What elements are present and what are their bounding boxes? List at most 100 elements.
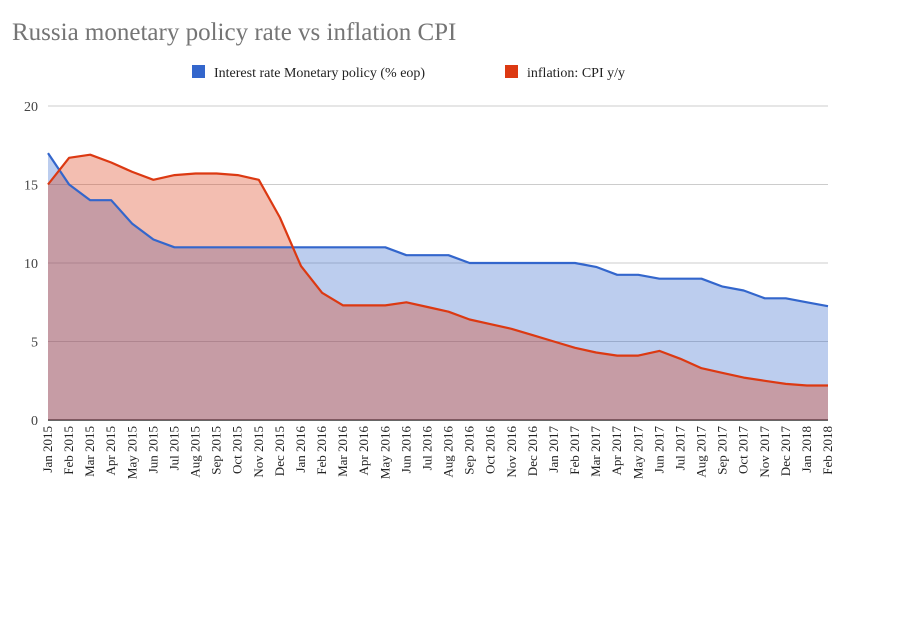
data-point-series-0 (722, 286, 724, 288)
area-series-1 (48, 154, 828, 420)
y-tick-label: 0 (31, 414, 38, 429)
data-point-series-1 (490, 323, 492, 325)
data-point-series-0 (701, 278, 703, 280)
data-point-series-1 (722, 372, 724, 374)
data-point-series-1 (258, 179, 260, 181)
x-tick-label: Jul 2016 (419, 426, 434, 471)
data-point-series-0 (785, 297, 787, 299)
data-point-series-1 (152, 179, 154, 181)
data-point-series-1 (658, 350, 660, 352)
data-point-series-1 (131, 171, 133, 173)
data-point-series-0 (152, 238, 154, 240)
x-tick-label: Feb 2015 (61, 426, 76, 475)
x-tick-label: Mar 2016 (335, 426, 350, 477)
chart-title: Russia monetary policy rate vs inflation… (12, 19, 456, 46)
x-tick-label: Dec 2017 (778, 426, 793, 477)
data-point-series-0 (237, 246, 239, 248)
data-point-series-0 (89, 199, 91, 201)
data-point-series-1 (553, 341, 555, 343)
data-point-series-1 (216, 173, 218, 175)
y-tick-label: 20 (24, 100, 38, 115)
data-point-series-0 (658, 278, 660, 280)
data-point-series-1 (321, 292, 323, 294)
data-point-series-0 (321, 246, 323, 248)
data-point-series-1 (384, 304, 386, 306)
data-point-series-0 (448, 254, 450, 256)
x-tick-label: Jun 2016 (398, 426, 413, 474)
data-point-series-1 (300, 265, 302, 267)
data-point-series-1 (764, 380, 766, 382)
x-tick-label: Feb 2017 (567, 426, 582, 475)
data-point-series-0 (47, 152, 49, 154)
x-tick-label: Jan 2016 (293, 426, 308, 473)
line-series-0 (47, 152, 829, 308)
x-tick-label: Jan 2018 (799, 426, 814, 473)
data-point-series-1 (426, 306, 428, 308)
data-point-series-1 (806, 384, 808, 386)
data-point-series-0 (595, 266, 597, 268)
data-point-series-0 (68, 184, 70, 186)
x-tick-label: May 2016 (377, 426, 392, 480)
data-point-series-1 (195, 173, 197, 175)
legend: Interest rate Monetary policy (% eop) in… (192, 65, 625, 81)
x-tick-label: Apr 2015 (103, 426, 118, 475)
x-tick-label: Nov 2017 (757, 426, 772, 478)
data-point-series-1 (616, 355, 618, 357)
data-point-series-1 (574, 347, 576, 349)
x-tick-label: Jan 2017 (546, 426, 561, 473)
x-tick-label: Aug 2017 (694, 426, 709, 478)
x-tick-label: Nov 2016 (504, 426, 519, 478)
x-tick-label: Sep 2017 (715, 426, 730, 475)
x-tick-label: Jun 2017 (651, 426, 666, 474)
data-point-series-1 (637, 355, 639, 357)
data-point-series-1 (679, 358, 681, 360)
data-point-series-0 (195, 246, 197, 248)
x-tick-label: Jun 2015 (145, 426, 160, 473)
data-point-series-0 (279, 246, 281, 248)
data-point-series-0 (426, 254, 428, 256)
data-point-series-0 (363, 246, 365, 248)
data-point-series-1 (785, 383, 787, 385)
data-point-series-0 (216, 246, 218, 248)
data-point-series-1 (743, 377, 745, 379)
data-point-series-0 (806, 301, 808, 303)
data-point-series-1 (363, 304, 365, 306)
y-tick-label: 15 (24, 179, 38, 194)
x-tick-label: May 2015 (124, 426, 139, 479)
data-point-series-0 (490, 262, 492, 264)
x-tick-label: Mar 2017 (588, 426, 603, 477)
data-point-series-0 (827, 305, 829, 307)
x-tick-label: Jul 2015 (166, 426, 181, 470)
data-point-series-0 (131, 223, 133, 225)
data-point-series-1 (405, 301, 407, 303)
data-point-series-1 (237, 174, 239, 176)
legend-swatch-interest-rate (192, 65, 205, 78)
data-point-series-0 (342, 246, 344, 248)
x-tick-label: Mar 2015 (82, 426, 97, 477)
legend-label-interest-rate: Interest rate Monetary policy (% eop) (214, 66, 425, 81)
data-point-series-0 (679, 278, 681, 280)
legend-swatch-inflation (505, 65, 518, 78)
data-point-series-0 (300, 246, 302, 248)
x-tick-label: Sep 2015 (209, 426, 224, 475)
x-tick-label: Oct 2017 (736, 426, 751, 475)
x-tick-label: Dec 2016 (525, 426, 540, 477)
data-point-series-1 (173, 174, 175, 176)
data-point-series-0 (553, 262, 555, 264)
data-point-series-0 (110, 199, 112, 201)
legend-label-inflation: inflation: CPI y/y (527, 66, 625, 81)
data-point-series-1 (532, 334, 534, 336)
data-point-series-0 (616, 274, 618, 276)
x-tick-label: Feb 2016 (314, 426, 329, 475)
y-tick-label: 10 (24, 257, 38, 272)
area-series-0 (48, 153, 828, 420)
x-tick-label: Apr 2017 (609, 426, 624, 476)
x-tick-label: Nov 2015 (251, 426, 266, 478)
data-point-series-1 (701, 367, 703, 369)
x-tick-label: Apr 2016 (356, 426, 371, 476)
x-tick-label: Jul 2017 (672, 426, 687, 471)
data-point-series-1 (89, 154, 91, 156)
data-point-series-0 (574, 262, 576, 264)
x-tick-label: Jan 2015 (40, 426, 55, 473)
data-point-series-0 (637, 274, 639, 276)
